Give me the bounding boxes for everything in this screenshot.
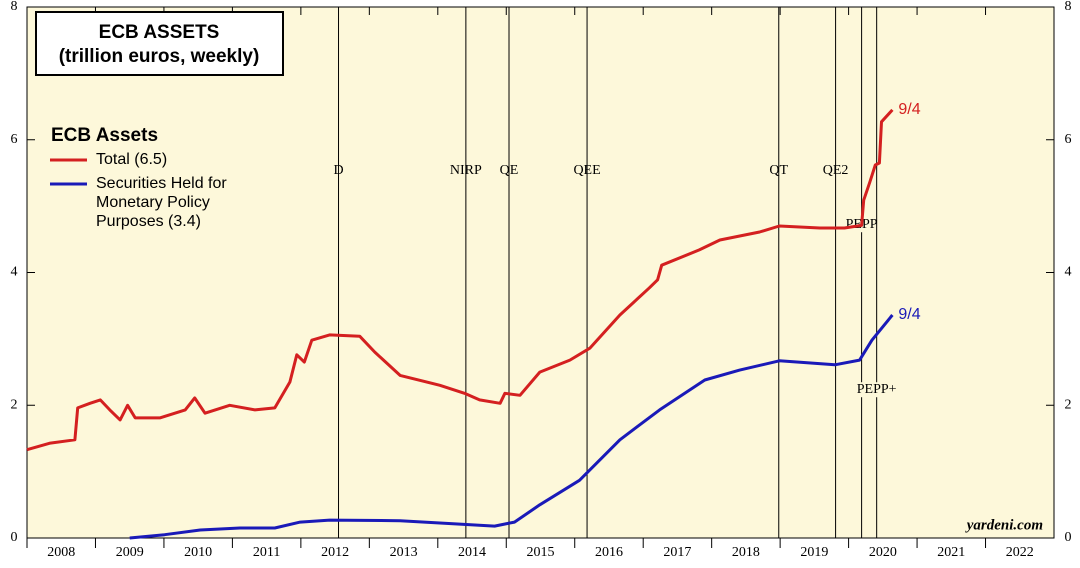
x-tick-label: 2018 <box>732 545 760 560</box>
x-tick-label: 2017 <box>663 545 691 560</box>
end-label: 9/4 <box>898 101 920 118</box>
y-tick-label: 8 <box>11 0 18 14</box>
legend-title: ECB Assets <box>51 125 158 146</box>
y-tick-label-right: 4 <box>1065 265 1072 280</box>
y-tick-label: 2 <box>11 397 18 412</box>
y-tick-label: 6 <box>11 132 18 147</box>
x-tick-label: 2010 <box>184 545 212 560</box>
plot-area <box>26 6 1055 539</box>
x-tick-label: 2009 <box>116 545 144 560</box>
x-tick-label: 2022 <box>1006 545 1034 560</box>
x-tick-label: 2011 <box>253 545 280 560</box>
x-tick-label: 2021 <box>937 545 965 560</box>
x-tick-label: 2013 <box>390 545 418 560</box>
legend-label: Securities Held for Monetary Policy Purp… <box>96 175 227 230</box>
event-label: PEPP+ <box>857 382 897 397</box>
x-tick-label: 2020 <box>869 545 897 560</box>
x-tick-label: 2012 <box>321 545 349 560</box>
event-label: QE <box>500 163 519 178</box>
series-line <box>26 108 894 452</box>
x-tick-label: 2016 <box>595 545 623 560</box>
y-tick-label: 0 <box>11 530 18 545</box>
title-box <box>35 11 284 76</box>
y-tick-label: 4 <box>11 265 18 280</box>
event-label: NIRP <box>450 163 482 178</box>
chart-subtitle: (trillion euros, weekly) <box>59 46 260 67</box>
event-label: QT <box>769 163 788 178</box>
event-label: QEE <box>573 163 600 178</box>
y-tick-label-right: 8 <box>1065 0 1072 14</box>
x-tick-label: 2019 <box>800 545 828 560</box>
y-tick-label-right: 6 <box>1065 132 1072 147</box>
series-line <box>129 314 894 540</box>
y-tick-label-right: 0 <box>1065 530 1072 545</box>
event-label-bg <box>855 382 898 398</box>
y-tick-label-right: 2 <box>1065 397 1072 412</box>
x-tick-label: 2015 <box>527 545 555 560</box>
x-tick-label: 2008 <box>47 545 75 560</box>
x-tick-label: 2014 <box>458 545 486 560</box>
end-label: 9/4 <box>898 306 920 323</box>
source: yardeni.com <box>965 517 1043 533</box>
chart-title: ECB ASSETS <box>99 22 220 43</box>
legend-label: Total (6.5) <box>96 151 168 168</box>
event-label: QE2 <box>823 163 849 178</box>
event-label: D <box>333 163 343 178</box>
